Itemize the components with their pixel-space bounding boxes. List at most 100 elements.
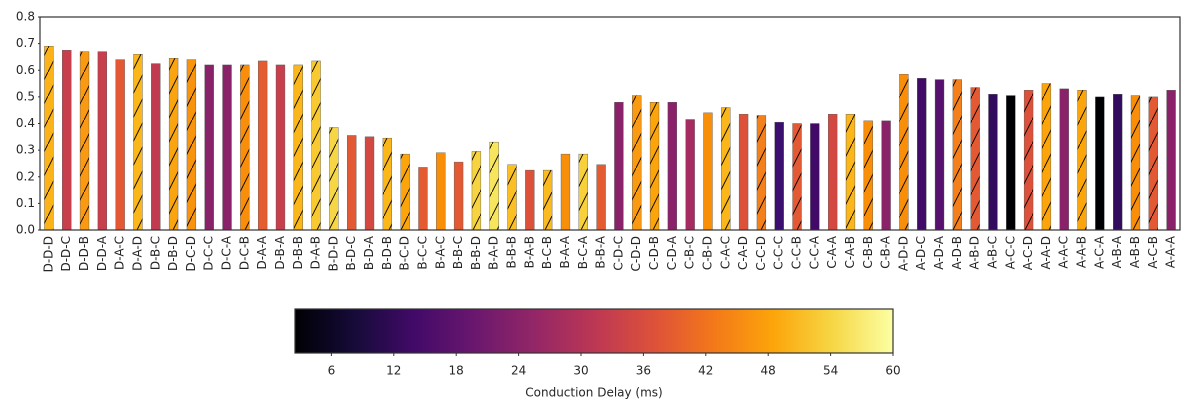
y-tick-label: 0.7: [16, 36, 35, 50]
x-tick-label: B-A-A: [558, 235, 572, 268]
x-tick-label: C-A-D: [736, 236, 750, 270]
x-tick-label: D-A-C: [113, 236, 127, 270]
bar-hatch: [899, 74, 909, 231]
bar: [1006, 95, 1016, 231]
bar: [667, 101, 677, 231]
bar: [97, 51, 107, 231]
x-tick-label: A-C-A: [1092, 235, 1106, 269]
x-tick-label: B-D-B: [380, 236, 394, 270]
x-tick-label: C-C-B: [790, 236, 804, 269]
x-tick-label: A-A-D: [1039, 236, 1053, 270]
bar: [275, 64, 286, 231]
x-tick-label: D-B-A: [273, 235, 287, 269]
x-tick-label: B-C-D: [398, 236, 412, 271]
x-tick-label: A-A-A: [1164, 235, 1178, 268]
y-tick-label: 0.0: [16, 223, 35, 237]
x-tick-label: A-C-C: [1003, 236, 1017, 269]
x-tick-label: D-C-D: [184, 236, 198, 272]
x-tick-label: B-B-B: [505, 236, 519, 269]
colorbar-tick-label: 24: [511, 364, 526, 378]
x-tick-label: C-D-C: [611, 236, 625, 271]
x-tick-label: B-B-A: [594, 235, 608, 268]
x-tick-label: C-A-B: [843, 236, 857, 269]
y-tick-label: 0.4: [16, 116, 35, 130]
x-tick-label: B-A-C: [433, 236, 447, 269]
x-tick-label: B-D-D: [326, 236, 340, 271]
x-tick-label: D-C-A: [220, 235, 234, 270]
bar: [453, 161, 464, 231]
x-tick-label: D-D-D: [41, 236, 55, 272]
bar-hatch: [489, 142, 499, 230]
x-tick-label: B-A-D: [487, 236, 501, 270]
x-tick-label: C-A-A: [825, 235, 839, 268]
x-tick-label: A-D-D: [896, 236, 910, 271]
x-tick-label: D-C-C: [202, 236, 216, 271]
x-tick-label: C-A-C: [718, 236, 732, 269]
x-tick-label: D-B-B: [291, 236, 305, 270]
x-tick-label: B-B-D: [469, 236, 483, 270]
bar-hatch: [507, 164, 517, 230]
bar-hatch: [400, 154, 410, 230]
x-tick-label: B-A-B: [522, 236, 536, 268]
x-tick-label: B-D-C: [344, 236, 358, 271]
bar: [685, 119, 695, 231]
x-tick-label: D-D-B: [77, 236, 91, 271]
bar-hatch: [240, 64, 250, 230]
x-tick-label: A-C-D: [1021, 236, 1035, 270]
bar: [62, 50, 72, 231]
x-tick-label: D-B-D: [166, 236, 180, 271]
bar-hatch: [578, 154, 588, 230]
bar-hatch: [632, 95, 642, 230]
bar-hatch: [1148, 96, 1158, 230]
colorbar-tick-label: 6: [328, 364, 336, 378]
colorbar-tick-label: 36: [636, 364, 651, 378]
x-tick-label: C-B-D: [700, 236, 714, 270]
bar-hatch: [329, 127, 339, 230]
x-tick-label: A-B-D: [968, 236, 982, 270]
bar-hatch: [970, 87, 980, 231]
x-tick-label: A-D-A: [932, 235, 946, 270]
bar-hatch: [756, 115, 766, 230]
bar: [917, 78, 927, 231]
bar: [934, 79, 945, 231]
bar: [703, 112, 713, 231]
bar-hatch: [1131, 95, 1140, 230]
x-tick-label: B-C-B: [540, 236, 554, 269]
colorbar-tick-label: 12: [386, 364, 401, 378]
colorbar-tick-label: 48: [761, 364, 776, 378]
bar: [364, 136, 375, 231]
plot-frame: [39, 16, 1181, 231]
x-tick-label: C-C-A: [807, 235, 821, 269]
x-tick-label: A-B-B: [1128, 236, 1142, 268]
x-tick-label: A-D-B: [950, 236, 964, 270]
bar-hatch: [1077, 90, 1087, 230]
bar: [204, 64, 214, 231]
bar: [1113, 94, 1123, 231]
y-tick-label: 0.3: [16, 143, 35, 157]
x-tick-label: D-C-B: [237, 236, 251, 270]
bar-hatch: [44, 46, 54, 230]
x-tick-label: D-D-C: [59, 236, 73, 272]
x-tick-label: A-C-B: [1146, 236, 1160, 269]
x-tick-label: C-B-C: [683, 236, 697, 269]
y-tick-label: 0.1: [16, 196, 35, 210]
x-tick-label: C-C-D: [754, 236, 768, 271]
x-tick-label: D-B-C: [148, 236, 162, 270]
bar: [258, 60, 268, 231]
bar: [828, 113, 838, 231]
bar-hatch: [650, 102, 659, 230]
y-tick-label: 0.8: [16, 10, 35, 24]
bar: [525, 169, 535, 231]
bar-hatch: [792, 123, 802, 230]
x-tick-label: A-D-C: [914, 236, 928, 270]
colorbar-tick-label: 54: [823, 364, 838, 378]
x-tick-label: A-A-C: [1057, 236, 1071, 269]
colorbar-label: Conduction Delay (ms): [525, 386, 662, 400]
bar-hatch: [293, 64, 303, 230]
bar-hatch: [471, 151, 481, 230]
colorbar-tick-label: 30: [573, 364, 588, 378]
x-tick-label: C-D-B: [647, 236, 661, 270]
bar-hatch: [952, 79, 962, 230]
bar: [436, 152, 446, 231]
bar: [1166, 90, 1176, 231]
